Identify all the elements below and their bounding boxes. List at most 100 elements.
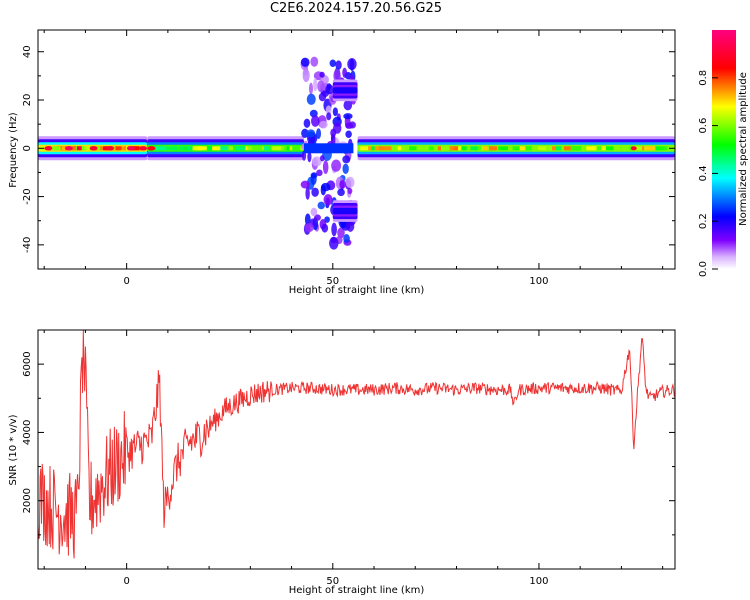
spectrogram-blob	[337, 188, 345, 197]
spectrogram-y-tick-label: 0	[22, 145, 33, 151]
spectrogram-blob	[342, 155, 351, 164]
snr-frame	[37, 329, 676, 570]
spectrogram-speckle	[285, 146, 290, 151]
spectrogram-blob	[303, 118, 311, 128]
spectrogram-peak	[89, 146, 98, 151]
spectrogram-blob	[310, 207, 318, 217]
spectrogram-speckle	[586, 146, 596, 151]
spectrogram-blob	[302, 69, 309, 76]
spectrogram-blob	[319, 120, 328, 129]
spectrogram-blob	[339, 179, 346, 189]
spectrogram-speckle	[448, 146, 460, 151]
spectrogram-blob	[325, 105, 332, 116]
spectrogram-speckle	[596, 146, 603, 151]
snr-x-tick-label: 100	[529, 576, 548, 587]
spectrogram-peak	[126, 146, 135, 151]
spectrogram-speckle	[98, 146, 106, 151]
spectrogram-blob	[304, 223, 314, 233]
spectrogram-blob	[343, 100, 353, 111]
spectrogram-y-tick-label: -40	[22, 237, 33, 253]
colorbar-tick-label: 0.2	[698, 213, 709, 229]
spectrogram-blob	[313, 78, 318, 92]
snr-y-axis-label: SNR (10 * v/v)	[8, 414, 19, 485]
spectrogram-speckle	[378, 146, 384, 151]
spectrogram-speckle	[512, 146, 520, 151]
spectrogram-blob	[300, 180, 310, 189]
spectrogram-speckle	[555, 146, 561, 151]
spectrogram-speckle	[441, 146, 450, 151]
spectrogram-speckle	[594, 146, 599, 151]
snr-y-tick-label: 4000	[22, 420, 33, 445]
spectrogram-blob	[337, 227, 345, 239]
spectrogram-band	[332, 87, 358, 94]
spectrogram-blob	[329, 59, 337, 67]
spectrogram-peak	[106, 146, 115, 151]
spectrogram-blob	[345, 122, 354, 129]
spectrogram-blob	[326, 112, 332, 121]
spectrogram-frame	[37, 29, 676, 270]
spectrogram-blob	[345, 130, 352, 138]
snr-plot-area	[38, 330, 675, 569]
spectrogram-speckle	[382, 146, 392, 151]
spectrogram-blob	[319, 155, 325, 162]
spectrogram-speckle	[206, 146, 216, 151]
spectrogram-speckle	[570, 146, 581, 151]
spectrogram-speckle	[449, 146, 454, 151]
spectrogram-speckle	[51, 146, 61, 151]
spectrogram-blob	[305, 186, 310, 200]
spectrogram-blob	[300, 57, 310, 67]
spectrogram-speckle	[225, 146, 233, 151]
spectrogram-blob	[345, 176, 355, 188]
spectrogram-speckle	[663, 146, 668, 151]
spectrogram-speckle	[264, 146, 273, 151]
colorbar-ticks: 0.0 0.2 0.4 0.6 0.8	[698, 70, 718, 277]
spectrogram-y-tick-label: -20	[22, 188, 33, 204]
spectrogram-x-tick-label: 50	[326, 276, 339, 287]
spectrogram-y-tick-label: 20	[22, 94, 33, 107]
colorbar-tick-label: 0.0	[698, 261, 709, 277]
spectrogram-panel: 0 50 100 -40 -20 0 20 40 Height of straight li…	[8, 29, 676, 296]
spectrogram-blob	[306, 93, 316, 105]
spectrogram-blob	[311, 187, 319, 197]
spectrogram-blob	[308, 82, 314, 95]
spectrogram-y-tick-label: 40	[22, 45, 33, 58]
spectrogram-speckle	[292, 146, 301, 151]
snr-y-tick-label: 2000	[22, 488, 33, 513]
spectrogram-speckle	[498, 146, 509, 151]
spectrogram-speckle	[359, 146, 371, 151]
spectrogram-marks	[38, 56, 675, 250]
spectrogram-speckle	[247, 146, 254, 151]
spectrogram-speckle	[83, 146, 94, 151]
spectrogram-peak	[139, 146, 148, 151]
spectrogram-blob	[319, 71, 325, 78]
colorbar-gradient	[712, 30, 736, 269]
spectrogram-speckle	[488, 146, 498, 151]
spectrogram-blob	[333, 122, 342, 134]
snr-y-tick-label: 6000	[22, 351, 33, 376]
spectrogram-blob	[321, 223, 329, 233]
snr-marks	[38, 330, 675, 559]
spectrogram-blob	[342, 163, 349, 175]
spectrogram-speckle	[657, 146, 664, 151]
spectrogram-blob	[317, 201, 325, 210]
colorbar-tick-label: 0.6	[698, 118, 709, 134]
spectrogram-blob	[331, 159, 342, 172]
spectrogram-blob	[349, 58, 355, 71]
spectrogram-speckle	[458, 146, 462, 151]
spectrogram-speckle	[563, 146, 572, 151]
spectrogram-blob	[307, 151, 312, 163]
spectrogram-speckle	[461, 146, 467, 151]
spectrogram-speckle	[115, 146, 122, 151]
spectrogram-blob	[323, 194, 333, 206]
spectrogram-blob	[343, 113, 353, 120]
spectrogram-speckle	[645, 146, 656, 151]
spectrogram-blob	[329, 236, 339, 250]
spectrogram-blob	[332, 107, 338, 117]
spectrogram-speckle	[251, 146, 263, 151]
spectrogram-speckle	[519, 146, 526, 151]
spectrogram-blob	[343, 233, 350, 244]
spectrogram-speckle	[474, 146, 482, 151]
spectrogram-speckle	[538, 146, 547, 151]
spectrogram-speckle	[156, 146, 166, 151]
spectrogram-blob	[311, 115, 320, 127]
